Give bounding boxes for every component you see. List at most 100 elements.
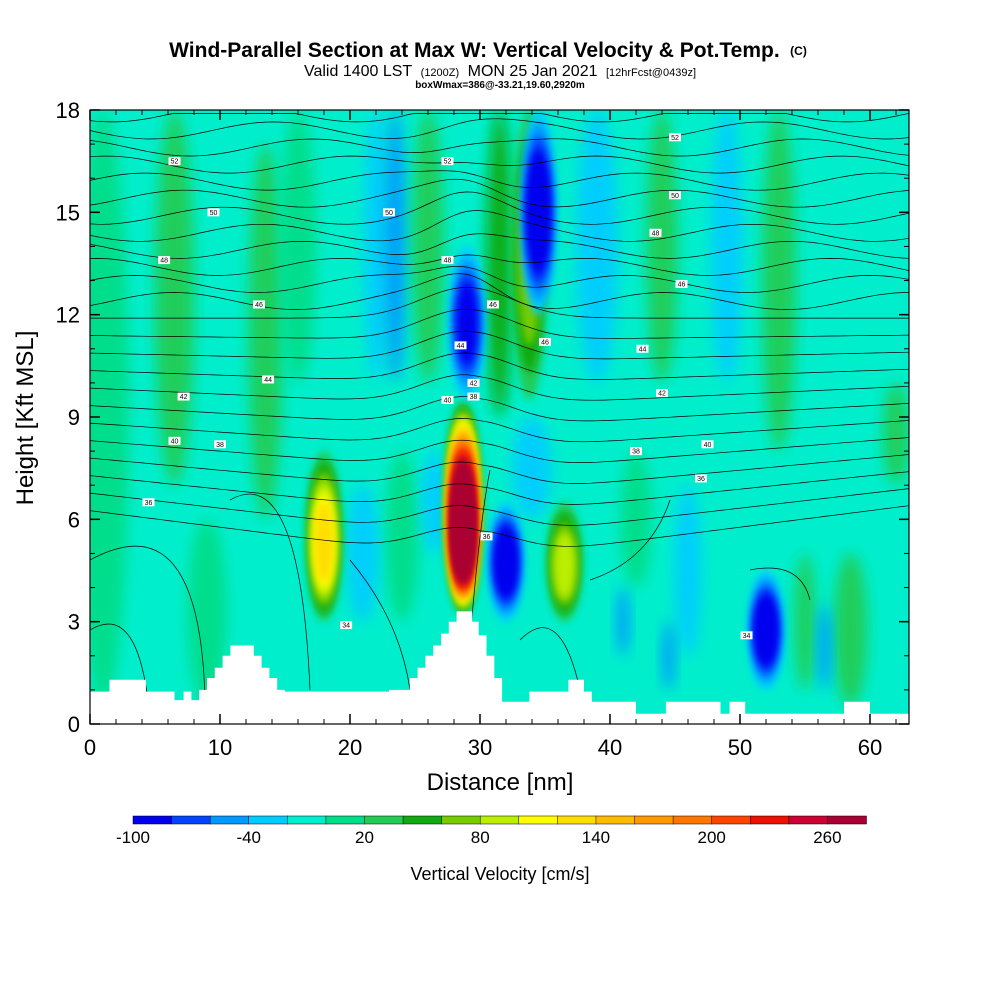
theta-contour-5 xyxy=(90,418,909,443)
band-11 xyxy=(620,451,652,588)
theta-label-box-5 xyxy=(669,191,681,200)
colorbar-swatch-16 xyxy=(750,815,790,825)
theta-contour-19 xyxy=(90,170,909,191)
theta-label-box-26 xyxy=(480,532,493,541)
theta-contour-14 xyxy=(90,254,909,276)
updraft-1-lvl-18 xyxy=(455,490,471,568)
theta-label-15: 44 xyxy=(639,346,647,353)
band-13 xyxy=(675,485,701,656)
x-tick-label-4: 40 xyxy=(598,735,622,760)
theta-contour-4 xyxy=(90,437,909,463)
band-24 xyxy=(818,604,831,690)
theta-label-13: 44 xyxy=(264,377,272,384)
theta-contour-22 xyxy=(90,118,909,140)
y-tick-label-5: 15 xyxy=(56,200,80,225)
theta-label-3: 50 xyxy=(210,210,218,217)
valid-utc: (1200Z) xyxy=(421,67,460,79)
theta-label-29: 34 xyxy=(743,633,751,640)
band-12 xyxy=(646,110,678,383)
theta-label-box-0 xyxy=(168,157,181,166)
theta-label-18: 42 xyxy=(658,391,666,398)
colorbar-swatch-17 xyxy=(788,815,829,825)
theta-label-25: 36 xyxy=(145,500,153,507)
y-axis-label: Height [Kft MSL] xyxy=(12,331,39,506)
colorbar-swatch-2 xyxy=(209,815,250,825)
theta-label-box-17 xyxy=(467,378,480,387)
band-10 xyxy=(576,110,618,383)
theta-label-19: 40 xyxy=(171,438,179,445)
theta-label-11: 46 xyxy=(678,281,686,288)
theta-low-contour-3 xyxy=(349,559,411,691)
chart-subtitle: Valid 1400 LST (1200Z) MON 25 Jan 2021 [… xyxy=(304,63,696,91)
theta-label-16: 42 xyxy=(180,394,188,401)
theta-label-box-14 xyxy=(454,341,467,350)
theta-contour-7 xyxy=(90,374,909,401)
theta-label-box-7 xyxy=(441,256,454,265)
colorbar-tick-label-5: 200 xyxy=(697,828,725,847)
band-8 xyxy=(412,110,444,383)
chart-title: Wind-Parallel Section at Max W: Vertical… xyxy=(169,39,807,62)
theta-low-contour-7 xyxy=(749,567,811,601)
title-main: Wind-Parallel Section at Max W: Vertical… xyxy=(169,39,780,62)
theta-label-box-18 xyxy=(656,389,668,398)
theta-contour-21 xyxy=(90,138,909,157)
vertical-velocity-field: 52 52 52 50 50 50 48 48 48 46 46 46 46 44 44 44 42 42 42 40… xyxy=(90,110,909,724)
colorbar-swatch-14 xyxy=(672,815,713,825)
theta-label-20: 40 xyxy=(444,397,452,404)
theta-label-2: 52 xyxy=(671,135,679,142)
band-15 xyxy=(762,110,796,452)
colorbar-tick-label-2: 20 xyxy=(355,828,374,847)
svg-text:Wind-Parallel Section at Max W: Wind-Parallel Section at Max W: Vertical… xyxy=(169,39,807,62)
colorbar-swatch-8 xyxy=(441,815,481,825)
colorbar-swatch-6 xyxy=(364,815,404,825)
theta-contour-23 xyxy=(90,113,909,123)
band-14 xyxy=(711,110,743,383)
colorbar-tick-label-1: -40 xyxy=(236,828,261,847)
colorbar: -100 -40 20 80 140 200 260 xyxy=(116,815,867,847)
colorbar-swatch-5 xyxy=(325,815,366,825)
band-17 xyxy=(833,553,868,707)
band-0 xyxy=(90,110,129,707)
theta-label-box-12 xyxy=(539,337,551,346)
y-tick-label-1: 3 xyxy=(68,610,80,635)
terrain xyxy=(90,611,909,724)
x-tick-label-6: 60 xyxy=(858,735,882,760)
velocity-blobs xyxy=(90,110,909,707)
theta-label-box-29 xyxy=(740,631,753,640)
theta-contour-15 xyxy=(90,233,909,259)
theta-label-8: 48 xyxy=(652,230,660,237)
theta-label-box-23 xyxy=(467,392,480,401)
y-tick-label-0: 0 xyxy=(68,712,80,737)
theta-contour-3 xyxy=(90,454,909,484)
band-22 xyxy=(616,587,630,656)
theta-label-box-2 xyxy=(669,133,681,142)
colorbar-swatch-0 xyxy=(132,815,173,825)
x-tick-label-0: 0 xyxy=(84,735,96,760)
theta-label-24: 38 xyxy=(632,449,640,456)
theta-contour-11 xyxy=(90,287,909,319)
theta-contour-labels: 52 52 52 50 50 50 48 48 48 46 46 46 46 44 44 44 42 42 42 40… xyxy=(142,133,753,640)
theta-label-box-21 xyxy=(701,440,714,449)
theta-label-box-4 xyxy=(383,208,395,217)
colorbar-swatch-10 xyxy=(518,815,559,825)
colorbar-swatch-9 xyxy=(479,815,520,825)
theta-label-box-24 xyxy=(630,447,642,456)
band-19 xyxy=(347,485,379,622)
band-5 xyxy=(385,451,419,622)
theta-contour-10 xyxy=(90,308,909,339)
colorbar-tick-label-0: -100 xyxy=(116,828,150,847)
colorbar-tick-label-4: 140 xyxy=(582,828,610,847)
band-2 xyxy=(187,519,227,707)
band-21 xyxy=(512,417,552,520)
theta-contour-20 xyxy=(90,155,909,174)
theta-contour-0 xyxy=(90,505,909,547)
colorbar-swatch-7 xyxy=(402,815,443,825)
band-9 xyxy=(486,110,513,417)
theta-contour-13 xyxy=(90,266,909,293)
colorbar-label: Vertical Velocity [cm/s] xyxy=(410,864,589,884)
y-tick-label-2: 6 xyxy=(68,507,80,532)
theta-label-21: 40 xyxy=(704,442,712,449)
theta-contour-17 xyxy=(90,191,909,225)
colorbar-swatch-13 xyxy=(634,815,674,825)
